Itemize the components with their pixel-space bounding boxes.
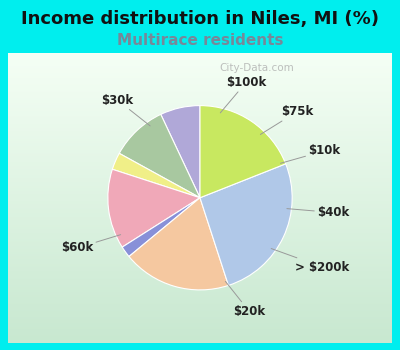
Text: City-Data.com: City-Data.com bbox=[219, 63, 294, 72]
Wedge shape bbox=[112, 153, 200, 198]
Text: $20k: $20k bbox=[225, 281, 265, 317]
Text: $100k: $100k bbox=[220, 76, 266, 113]
Text: Multirace residents: Multirace residents bbox=[117, 33, 283, 48]
Text: $30k: $30k bbox=[102, 94, 150, 126]
Text: $40k: $40k bbox=[287, 206, 349, 219]
Wedge shape bbox=[161, 106, 200, 198]
Text: $10k: $10k bbox=[280, 145, 340, 163]
Text: $60k: $60k bbox=[61, 234, 121, 254]
Wedge shape bbox=[122, 198, 200, 257]
Wedge shape bbox=[200, 106, 286, 198]
Wedge shape bbox=[108, 169, 200, 247]
Text: > $200k: > $200k bbox=[271, 248, 350, 274]
Wedge shape bbox=[200, 164, 292, 285]
Wedge shape bbox=[129, 198, 228, 290]
Wedge shape bbox=[119, 114, 200, 198]
Text: Income distribution in Niles, MI (%): Income distribution in Niles, MI (%) bbox=[21, 10, 379, 28]
Text: $75k: $75k bbox=[260, 105, 313, 134]
